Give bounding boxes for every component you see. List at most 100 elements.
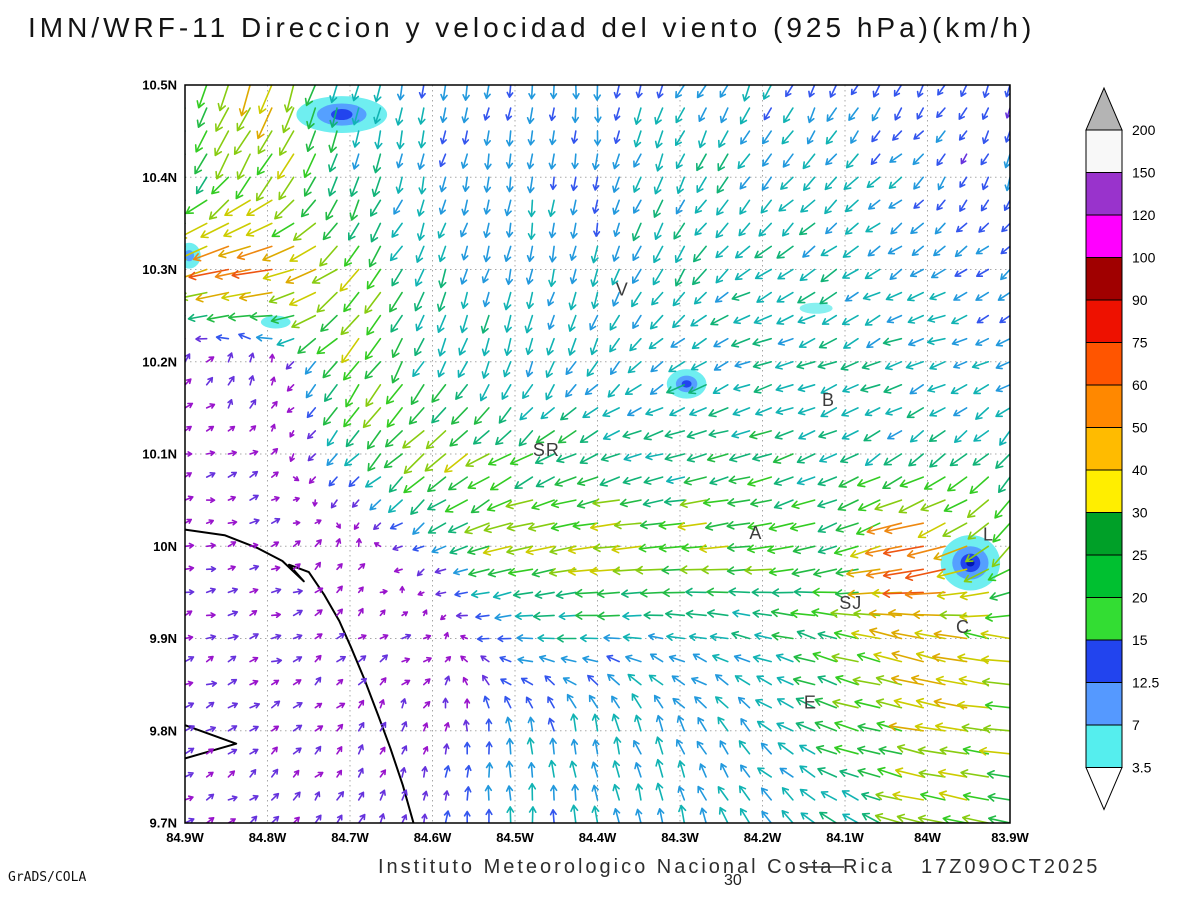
wind-arrow [463,810,471,823]
wind-arrow [995,361,1010,370]
wind-arrow [454,590,468,598]
wind-arrow [568,291,577,311]
wind-arrow [929,361,946,370]
wind-arrow [357,722,365,732]
wind-arrow [893,85,903,97]
wind-arrow [883,384,903,394]
wind-arrow [526,107,535,125]
wind-arrow [648,674,664,686]
wind-arrow [336,723,344,732]
wind-arrow [911,674,946,686]
wind-arrow [982,130,990,145]
wind-arrow [485,741,493,755]
wind-arrow [481,361,490,379]
wind-arrow [208,199,230,220]
wind-arrow [271,725,280,732]
wind-arrow [592,153,600,171]
wind-arrow [546,337,555,356]
wind-arrow [484,784,493,801]
wind-arrow [442,697,449,709]
wind-arrow [528,806,537,823]
wind-arrow [336,769,343,778]
wind-arrow [917,814,946,823]
wind-arrow [689,407,707,417]
wind-arrow [754,245,772,259]
wind-arrow [692,653,707,663]
wind-arrow [751,588,772,597]
wind-arrow [864,314,881,326]
wind-arrow [483,107,490,121]
wind-arrow [719,85,729,98]
wind-arrow [297,337,317,354]
wind-arrow [708,407,729,418]
wind-arrow [934,222,946,235]
wind-arrow [461,245,469,261]
wind-arrow [714,291,729,303]
colorbar-segment [1085,129,1123,173]
wind-arrow [503,361,512,378]
wind-arrow [999,430,1010,446]
wind-arrow [249,588,259,594]
wind-arrow [820,384,838,394]
wind-arrow [885,361,903,371]
wind-arrow [238,85,251,117]
wind-arrow [818,430,838,439]
wind-arrow [817,522,838,533]
wind-arrow [963,568,990,583]
wind-arrow [834,744,859,755]
wind-arrow [799,268,816,282]
wind-arrow [893,697,924,709]
wind-arrow [777,337,794,346]
wind-arrow [796,629,816,640]
wind-arrow [582,407,599,419]
wind-arrow [286,384,295,392]
wind-arrow [185,199,208,215]
wind-arrow [728,475,751,485]
colorbar-segment [1085,469,1123,513]
wind-arrow [935,722,968,732]
wind-arrow [227,425,236,432]
wind-arrow [691,337,707,350]
wind-arrow [457,361,468,378]
wind-arrow [506,176,514,193]
wind-arrow [936,153,946,166]
wind-arrow [460,153,469,169]
wind-arrow [639,520,664,530]
wind-arrow [185,771,194,778]
wind-arrow [185,795,194,802]
wind-arrow [357,677,367,686]
wind-arrow [403,476,425,494]
wind-arrow [308,476,317,484]
wind-arrow [205,587,216,594]
wind-arrow [882,568,924,580]
wind-arrow [975,245,990,255]
wind-arrow [192,245,230,262]
colorbar-label: 40 [1132,462,1148,478]
wind-arrow [249,702,260,709]
wind-arrow [757,767,772,778]
wind-arrow [645,407,664,416]
wind-arrow [292,633,303,640]
wind-arrow [292,476,300,482]
wind-arrow [357,607,364,617]
wind-arrow [747,522,772,531]
wind-arrow [373,85,382,103]
x-tick-label: 84.1W [826,830,864,845]
wind-arrow [367,453,382,472]
wind-arrow [674,268,686,287]
wind-arrow [717,153,729,172]
wind-arrow [942,522,968,538]
wind-arrow [896,813,924,823]
wind-arrow [185,518,192,524]
wind-arrow [896,744,924,755]
wind-arrow [464,786,472,801]
wind-arrow [555,590,577,599]
wind-arrow [797,407,816,416]
wind-arrow [482,674,490,686]
wind-arrow [351,107,360,126]
city-label: A [749,523,762,543]
wind-arrow [418,85,426,99]
wind-arrow [755,698,772,709]
wind-arrow [393,199,403,215]
wind-arrow [205,425,215,432]
